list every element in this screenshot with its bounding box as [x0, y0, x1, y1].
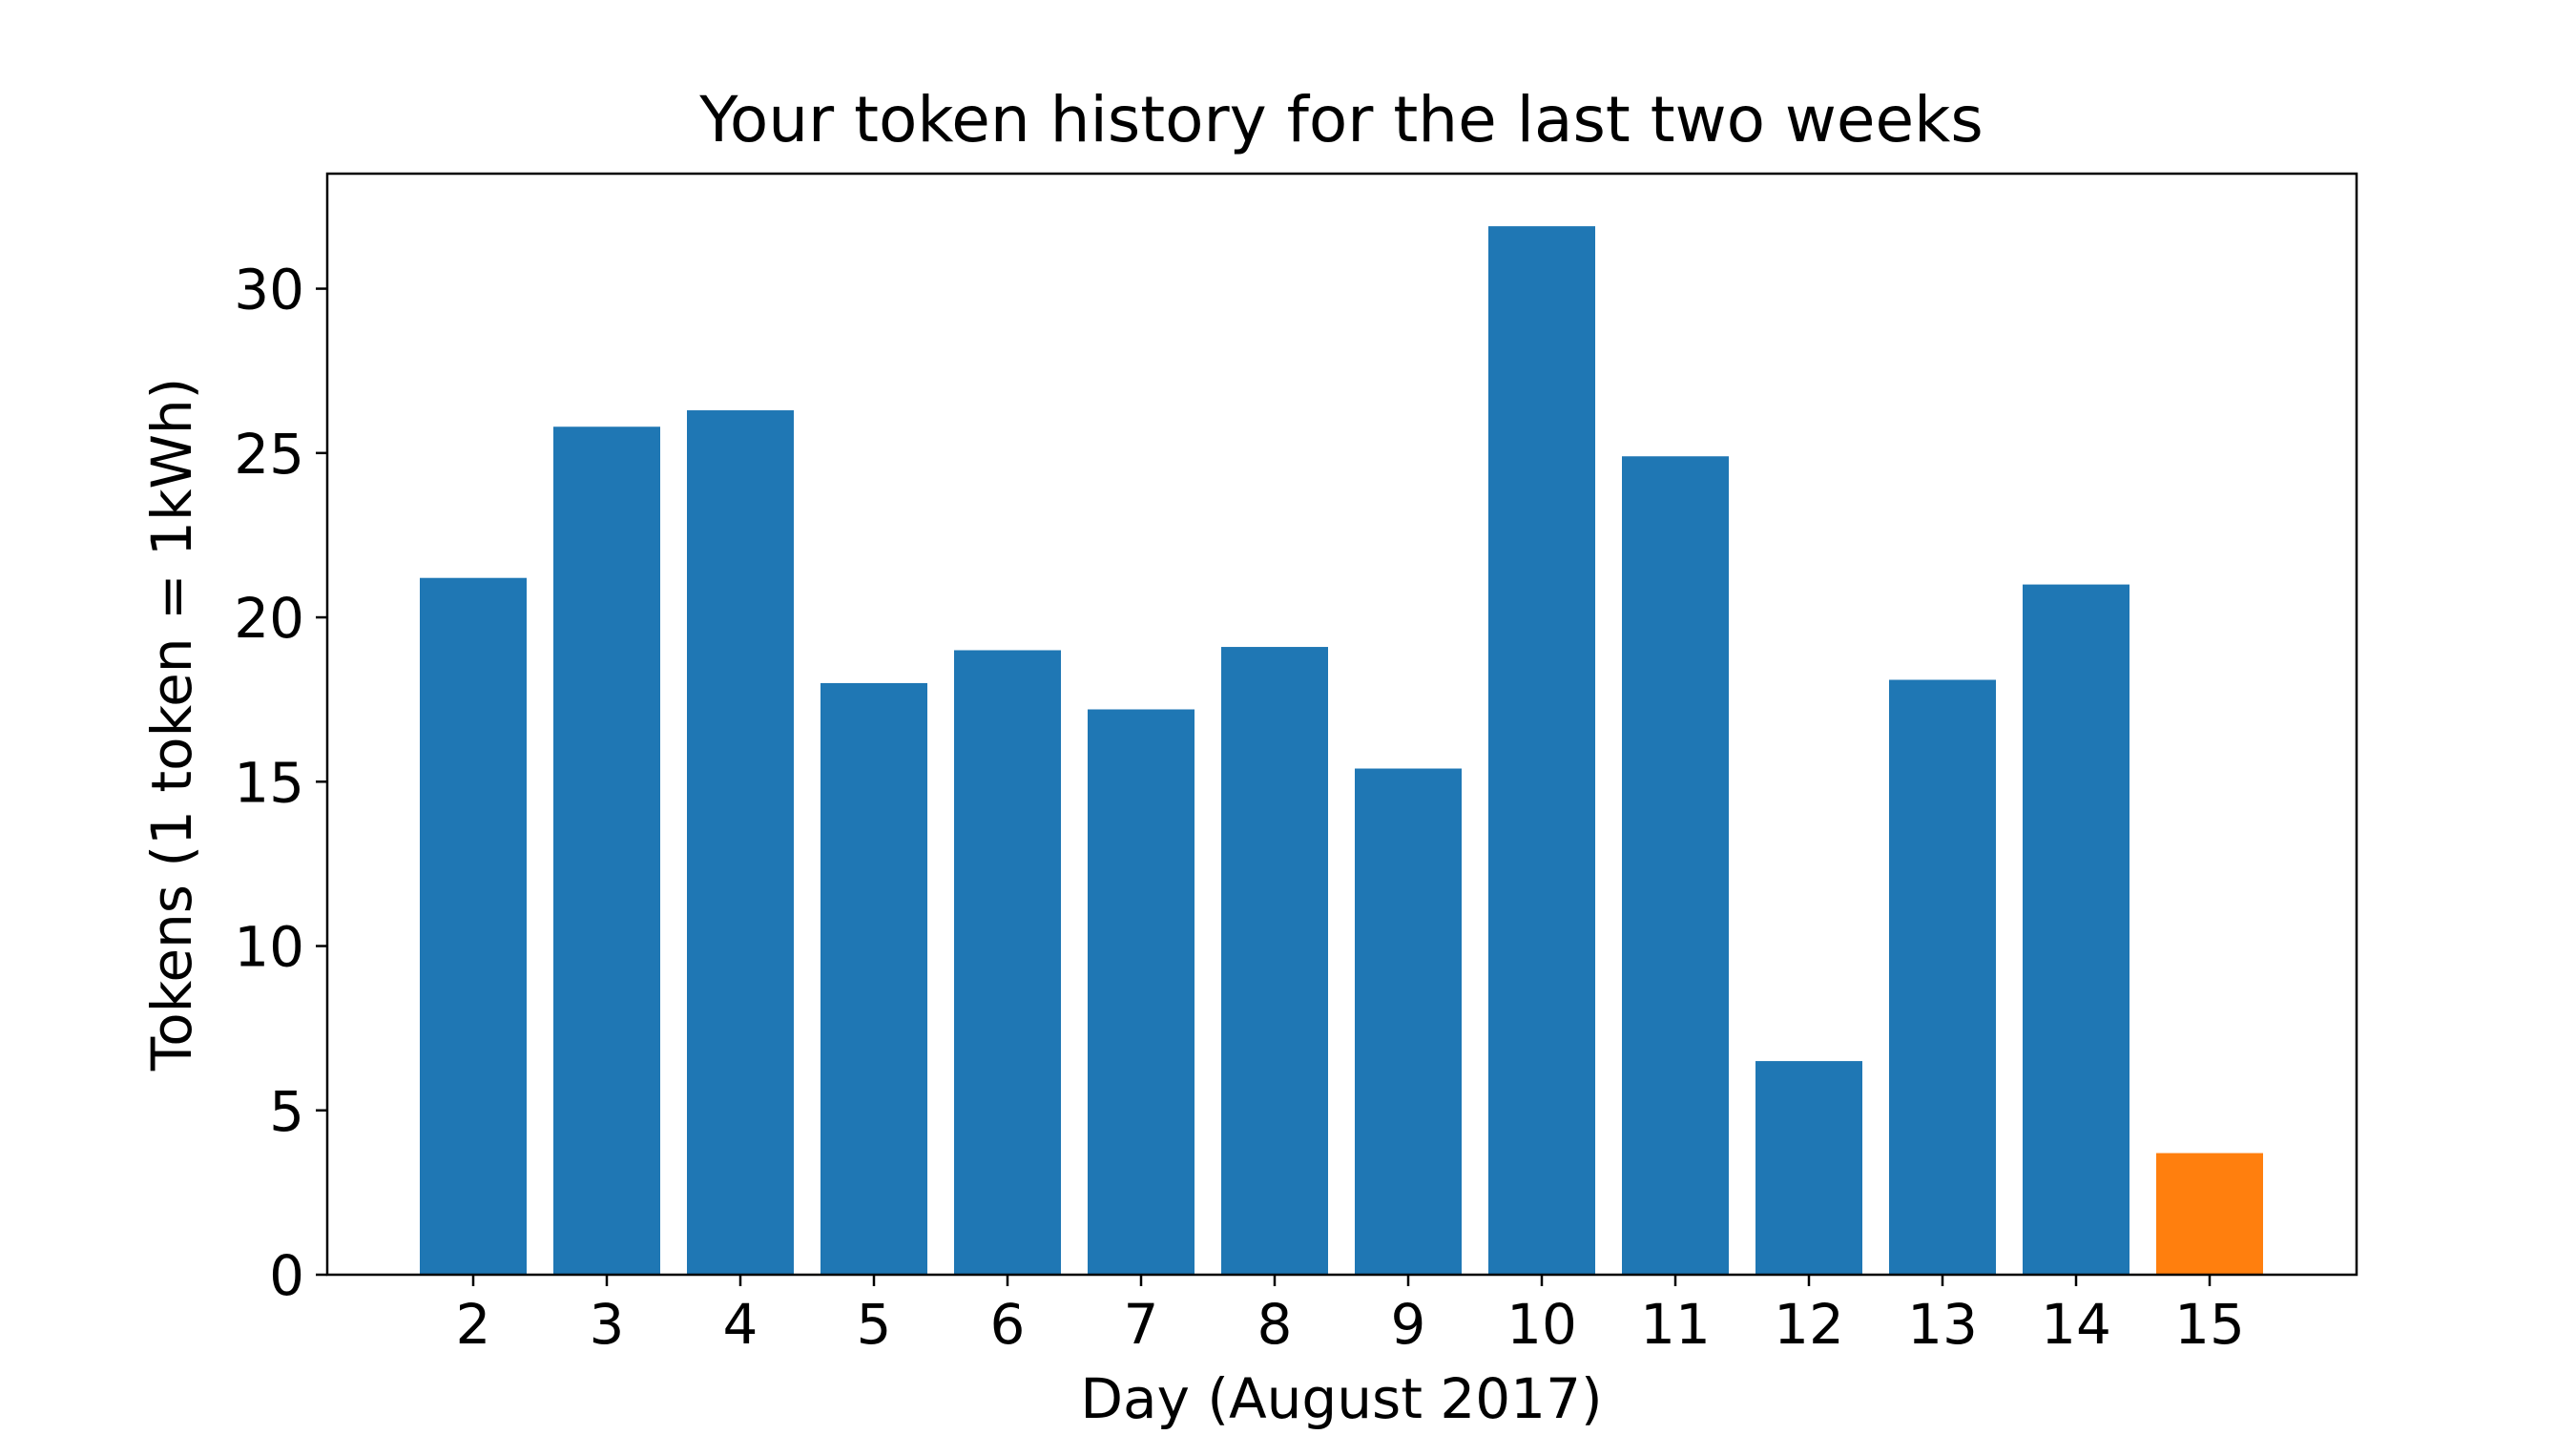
bar-day-3	[553, 426, 660, 1275]
x-tick-label: 11	[1640, 1292, 1711, 1357]
y-tick-label: 0	[269, 1243, 304, 1308]
bars-layer	[420, 226, 2263, 1275]
bar-day-5	[821, 682, 927, 1275]
y-tick-label: 30	[234, 258, 304, 322]
bar-day-6	[954, 650, 1061, 1275]
x-axis-ticks: 2 3 4 5 6 7 8 9 10 11 12 13 14 15	[456, 1275, 2245, 1357]
x-tick-label: 4	[723, 1292, 758, 1357]
x-axis-label: Day (August 2017)	[1080, 1366, 1602, 1431]
bar-day-4	[687, 410, 794, 1275]
chart-title: Your token history for the last two week…	[698, 83, 1983, 156]
y-axis-ticks: 0 5 10 15 20 25 30	[234, 258, 327, 1308]
y-tick-label: 20	[234, 586, 304, 651]
bar-day-7	[1088, 709, 1195, 1275]
x-tick-label: 15	[2174, 1292, 2245, 1357]
y-tick-label: 10	[234, 915, 304, 980]
bar-day-15	[2156, 1153, 2263, 1275]
x-tick-label: 7	[1124, 1292, 1159, 1357]
x-tick-label: 10	[1506, 1292, 1577, 1357]
bar-day-14	[2023, 584, 2129, 1275]
y-tick-label: 5	[269, 1079, 304, 1144]
x-tick-label: 9	[1391, 1292, 1426, 1357]
x-tick-label: 8	[1257, 1292, 1293, 1357]
bar-day-8	[1221, 647, 1328, 1275]
y-tick-label: 25	[234, 422, 304, 487]
y-tick-label: 15	[234, 750, 304, 815]
x-tick-label: 2	[456, 1292, 491, 1357]
bar-day-12	[1755, 1061, 1862, 1275]
x-tick-label: 3	[590, 1292, 625, 1357]
y-axis-label: Tokens (1 token = 1kWh)	[139, 378, 204, 1072]
bar-day-13	[1889, 679, 1996, 1275]
x-tick-label: 14	[2041, 1292, 2111, 1357]
bar-day-10	[1488, 226, 1595, 1275]
x-tick-label: 12	[1774, 1292, 1844, 1357]
x-tick-label: 13	[1907, 1292, 1978, 1357]
plot-frame	[325, 172, 2358, 1277]
bar-day-2	[420, 577, 527, 1275]
bar-day-9	[1355, 768, 1462, 1275]
bar-day-11	[1622, 456, 1729, 1275]
x-tick-label: 6	[990, 1292, 1026, 1357]
x-tick-label: 5	[857, 1292, 892, 1357]
